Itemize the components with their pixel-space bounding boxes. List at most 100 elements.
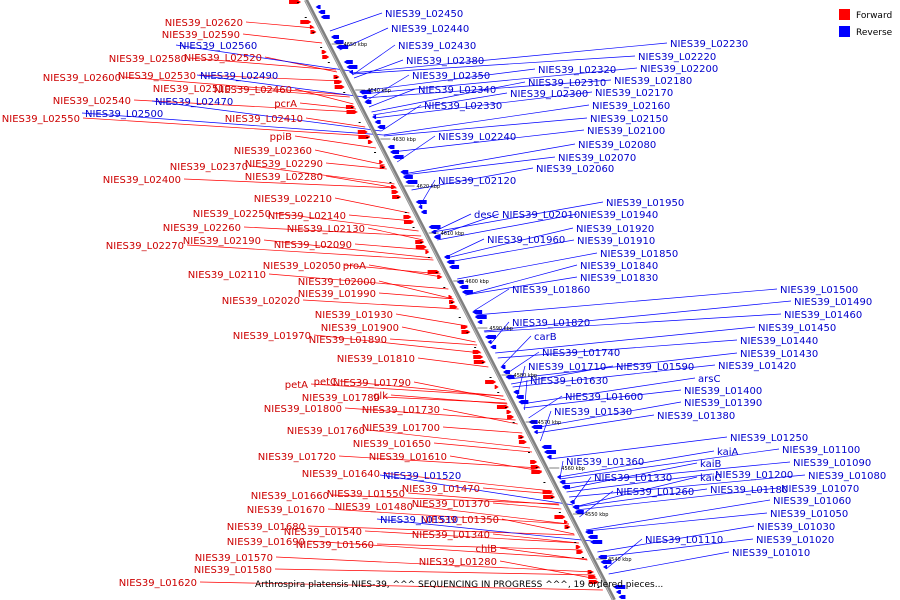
reverse-gene-arrow (474, 315, 487, 319)
forward-gene-label: NIES39_L02210 (254, 194, 332, 205)
track-dot (320, 47, 323, 48)
forward-connector-line (343, 264, 441, 275)
forward-gene-label: pcrA (274, 99, 297, 110)
reverse-gene-arrow (346, 65, 358, 69)
forward-gene-label: NIES39_L01900 (321, 323, 399, 334)
reverse-gene-arrow (446, 260, 455, 264)
track-dot (312, 32, 315, 33)
reverse-gene-arrow (603, 565, 608, 569)
forward-connector-line (186, 244, 434, 261)
reverse-gene-label: NIES39_L01100 (782, 445, 860, 456)
reverse-gene-label: NIES39_L02560 (179, 41, 257, 52)
reverse-connector-line (524, 379, 528, 411)
reverse-gene-arrow (449, 265, 460, 269)
forward-gene-arrow (530, 460, 538, 464)
reverse-connector-line (511, 365, 614, 385)
forward-gene-arrow (321, 50, 327, 54)
forward-gene-arrow (518, 440, 527, 444)
reverse-gene-label: NIES39_L01430 (740, 349, 818, 360)
track-dot (558, 512, 561, 513)
track-dot (427, 257, 430, 258)
reverse-connector-line (351, 55, 636, 75)
forward-connector-line (449, 455, 542, 472)
reverse-gene-arrow (587, 535, 598, 539)
reverse-gene-arrow (318, 10, 326, 14)
forward-connector-line (263, 239, 433, 259)
reverse-gene-arrow (544, 450, 557, 454)
forward-gene-label: NIES39_L01970 (233, 331, 311, 342)
reverse-gene-label: NIES39_L01070 (781, 484, 859, 495)
reverse-gene-label: NIES39_L01860 (512, 285, 590, 296)
reverse-connector-line (533, 401, 682, 429)
track-dot (574, 542, 577, 543)
forward-connector-line (442, 426, 523, 434)
forward-gene-label: NIES39_L02580 (109, 54, 187, 65)
forward-gene-arrow (530, 465, 540, 469)
forward-connector-line (339, 380, 504, 397)
reverse-connector-line (379, 474, 574, 506)
reverse-connector-line (501, 335, 532, 367)
reverse-gene-label: NIES39_L01460 (784, 310, 862, 321)
forward-connector-line (294, 88, 354, 105)
reverse-gene-arrow (348, 70, 353, 74)
forward-connector-line (325, 175, 397, 189)
forward-gene-arrow (300, 20, 312, 24)
reverse-connector-line (374, 91, 593, 119)
forward-gene-arrow (554, 515, 566, 519)
reverse-connector-line (81, 112, 384, 136)
forward-gene-arrow (425, 250, 430, 254)
forward-gene-label: glk (373, 391, 388, 402)
reverse-connector-line (508, 352, 738, 380)
forward-connector-line (198, 74, 342, 82)
reverse-gene-arrow (613, 585, 626, 589)
reverse-connector-line (365, 74, 410, 102)
reverse-gene-label: NIES39_L01200 (715, 470, 793, 481)
track-dot (504, 407, 507, 408)
kbp-tick-label: 4630 kbp (392, 137, 416, 143)
reverse-gene-arrow (472, 310, 483, 314)
reverse-gene-label: NIES39_L02320 (538, 65, 616, 76)
reverse-connector-line (484, 313, 782, 333)
forward-connector-line (390, 394, 508, 405)
reverse-gene-arrow (561, 485, 570, 489)
forward-connector-line (364, 530, 579, 544)
forward-gene-arrow (289, 0, 302, 4)
reverse-gene-label: NIES39_L02230 (670, 39, 748, 50)
forward-connector-line (310, 383, 504, 397)
forward-connector-line (307, 540, 587, 560)
kbp-tick-label: 4610 kbp (441, 231, 465, 237)
reverse-gene-label: NIES39_L01440 (740, 336, 818, 347)
reverse-gene-label: NIES39_L02080 (578, 140, 656, 151)
forward-connector-line (368, 264, 443, 278)
kbp-tick-label: 4550 kbp (585, 512, 609, 518)
gene-labels: NIES39_L02620NIES39_L02590NIES39_L02580N… (2, 9, 886, 589)
forward-gene-label: NIES39_L02360 (234, 146, 312, 157)
reverse-gene-arrow (431, 230, 437, 234)
reverse-gene-arrow (490, 345, 497, 349)
reverse-gene-label: NIES39_L02150 (590, 114, 668, 125)
track-dot (474, 347, 477, 348)
forward-gene-arrow (322, 55, 330, 59)
reverse-connector-line (448, 239, 575, 263)
forward-gene-label: NIES39_L02460 (214, 85, 292, 96)
reverse-gene-arrow (315, 5, 321, 9)
forward-connector-line (325, 162, 387, 170)
track-dot (566, 527, 569, 528)
reverse-connector-line (368, 88, 416, 108)
legend-reverse-swatch (839, 26, 850, 37)
forward-connector-line (378, 292, 454, 300)
forward-connector-line (378, 280, 454, 300)
track-dot (304, 17, 307, 18)
reverse-connector-line (586, 512, 768, 532)
forward-gene-label: NIES39_L01540 (284, 527, 362, 538)
forward-connector-line (433, 442, 533, 453)
reverse-gene-label: NIES39_L02240 (438, 132, 516, 143)
reverse-gene-label: NIES39_L02500 (85, 109, 163, 120)
forward-gene-arrow (472, 350, 481, 354)
forward-gene-arrow (357, 130, 368, 134)
track-dot (489, 377, 492, 378)
reverse-connector-line (196, 74, 364, 98)
reverse-gene-label: NIES39_L01030 (757, 522, 835, 533)
reverse-connector-line (383, 117, 588, 137)
genome-axis-highlight (304, 0, 614, 600)
